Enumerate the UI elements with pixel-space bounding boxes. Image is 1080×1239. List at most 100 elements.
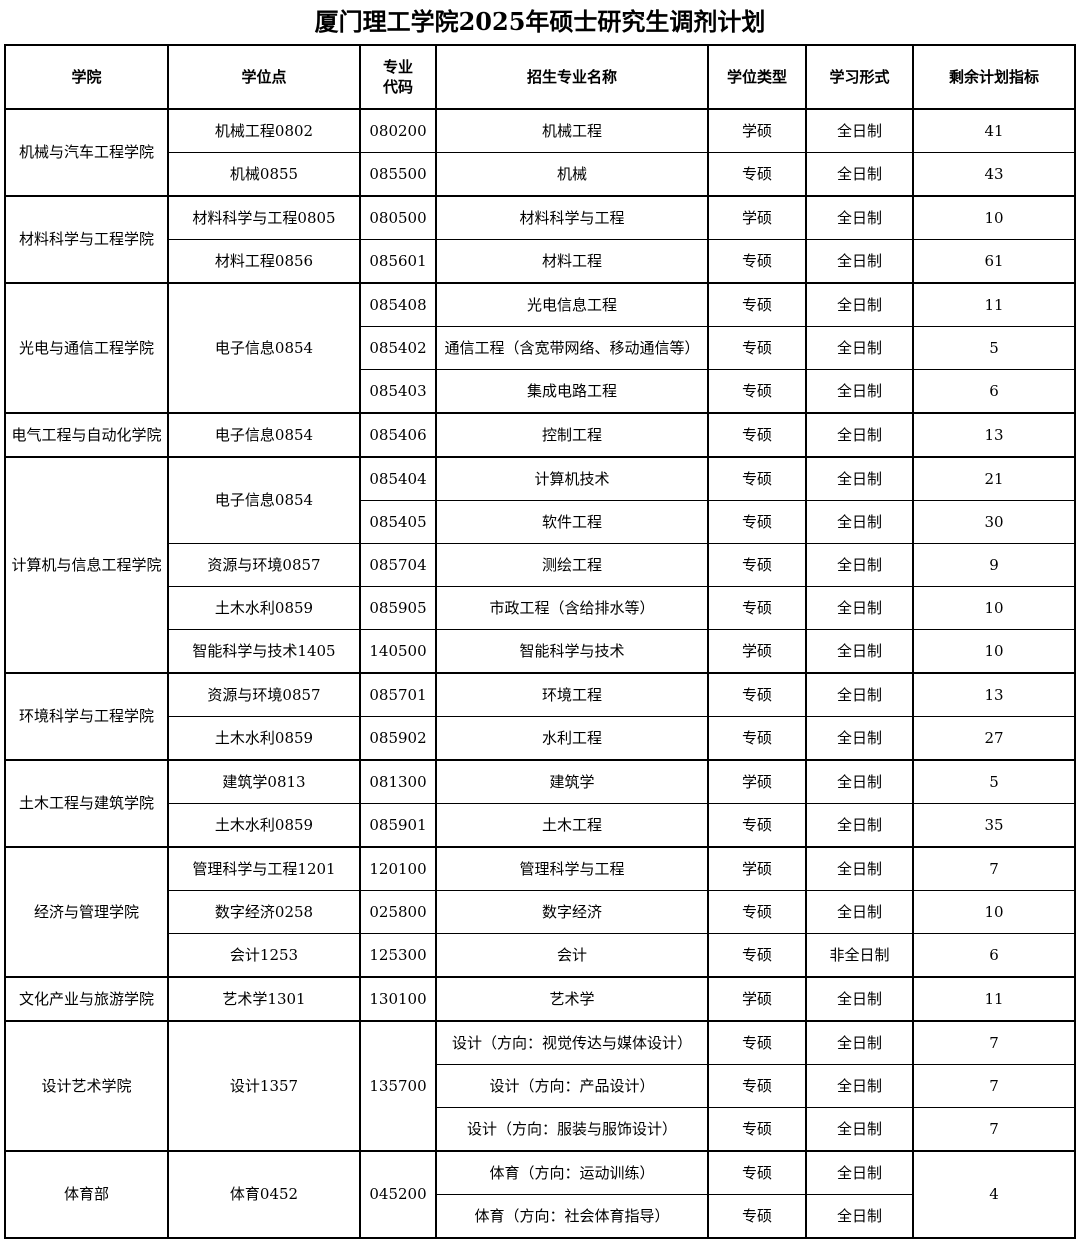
study-form-cell: 全日制 [805,281,914,327]
college-cell: 环境科学与工程学院 [4,671,169,761]
degree-point-cell: 智能科学与技术1405 [167,628,361,674]
major-name-cell: 艺术学 [435,975,709,1022]
table-row: 经济与管理学院 管理科学与工程1201 120100 管理科学与工程 学硕 全日制 7 [4,845,1076,978]
table-row: 土木水利0859 085901 土木工程 专硕 全日制 35 [5,802,1076,848]
major-code-cell: 085701 [359,671,437,717]
major-name-cell: 智能科学与技术 [435,628,709,674]
major-name-cell: 材料科学与工程 [435,194,709,240]
degree-point-cell: 建筑学0813 [167,758,361,804]
major-name-cell: 管理科学与工程 [435,845,709,891]
major-name-cell: 建筑学 [435,758,709,804]
college-cell: 电气工程与自动化学院 [4,411,169,458]
degree-type-cell: 学硕 [707,845,807,891]
degree-type-cell: 专硕 [707,1149,807,1195]
degree-point-cell: 设计1357 [167,1019,361,1152]
degree-type-cell: 专硕 [707,1106,807,1152]
degree-type-cell: 学硕 [707,194,807,240]
degree-type-cell: 专硕 [707,671,807,717]
major-code-cell: 135700 [359,1019,437,1152]
major-name-cell: 设计（方向：产品设计） [435,1063,709,1108]
table-row: 设计（方向：产品设计） 专硕 全日制 7 [5,1063,1076,1108]
quota-cell: 7 [912,1063,1076,1108]
major-code-cell: 085704 [359,542,437,587]
study-form-cell: 非全日制 [805,932,914,978]
major-name-cell: 环境工程 [435,671,709,717]
degree-type-cell: 专硕 [707,455,807,501]
quota-cell: 27 [912,715,1076,761]
table-row: 资源与环境0857 085704 测绘工程 专硕 全日制 9 [5,542,1076,587]
degree-point-cell: 土木水利0859 [167,585,361,630]
quota-cell: 10 [912,628,1076,674]
major-name-cell: 机械 [435,151,709,197]
degree-point-cell: 电子信息0854 [167,281,361,414]
degree-type-cell: 专硕 [707,889,807,934]
study-form-cell: 全日制 [805,1019,914,1065]
major-name-cell: 软件工程 [435,499,709,544]
major-code-cell: 085408 [359,281,437,327]
degree-point-cell: 机械0855 [167,151,361,197]
table-row: 电气工程与自动化学院 电子信息0854 085406 控制工程 专硕 全日制 13 [4,411,1076,458]
college-cell: 机械与汽车工程学院 [4,107,169,197]
table-row: 土木水利0859 085902 水利工程 专硕 全日制 27 [5,715,1076,761]
degree-point-cell: 电子信息0854 [167,455,361,544]
major-code-cell: 085403 [359,368,437,414]
degree-point-cell: 数字经济0258 [167,889,361,934]
degree-point-cell: 材料科学与工程0805 [167,194,361,240]
quota-cell: 10 [912,585,1076,630]
table-row: 光电与通信工程学院 电子信息0854 085408 光电信息工程 专硕 全日制 11 [4,281,1076,414]
quota-cell: 10 [912,194,1076,240]
degree-type-cell: 专硕 [707,1063,807,1108]
major-name-cell: 控制工程 [435,411,709,458]
quota-cell: 30 [912,499,1076,544]
college-cell: 经济与管理学院 [4,845,169,978]
quota-cell: 9 [912,542,1076,587]
major-name-cell: 水利工程 [435,715,709,761]
degree-type-cell: 专硕 [707,1019,807,1065]
college-cell: 光电与通信工程学院 [4,281,169,414]
major-name-cell: 设计（方向：服装与服饰设计） [435,1106,709,1152]
table-row: 设计艺术学院 设计1357 135700 设计（方向：视觉传达与媒体设计） 专硕 全日制 7 [4,1019,1076,1152]
quota-cell: 11 [912,975,1076,1022]
study-form-cell: 全日制 [805,368,914,414]
quota-cell: 7 [912,845,1076,891]
study-form-cell: 全日制 [805,715,914,761]
degree-type-cell: 专硕 [707,368,807,414]
major-name-cell: 机械工程 [435,107,709,153]
study-form-cell: 全日制 [805,1063,914,1108]
major-name-cell: 材料工程 [435,238,709,284]
major-name-cell: 会计 [435,932,709,978]
major-code-cell: 085905 [359,585,437,630]
study-form-cell: 全日制 [805,845,914,891]
degree-point-cell: 管理科学与工程1201 [167,845,361,891]
major-code-cell: 085901 [359,802,437,848]
major-name-cell: 市政工程（含给排水等） [435,585,709,630]
degree-type-cell: 专硕 [707,802,807,848]
degree-type-cell: 学硕 [707,107,807,153]
study-form-cell: 全日制 [805,1106,914,1152]
major-code-cell: 085500 [359,151,437,197]
major-code-cell: 081300 [359,758,437,804]
major-name-cell: 设计（方向：视觉传达与媒体设计） [435,1019,709,1065]
degree-point-cell: 艺术学1301 [167,975,361,1022]
table-row: 智能科学与技术1405 140500 智能科学与技术 学硕 全日制 10 [5,628,1076,674]
degree-type-cell: 学硕 [707,758,807,804]
table-row: 体育部 体育0452 045200 体育（方向：运动训练） 专硕 全日制 4 [4,1149,1076,1239]
quota-cell: 13 [912,671,1076,717]
study-form-cell: 全日制 [805,889,914,934]
degree-type-cell: 专硕 [707,151,807,197]
study-form-cell: 全日制 [805,194,914,240]
degree-type-cell: 专硕 [707,585,807,630]
college-cell: 计算机与信息工程学院 [4,455,169,674]
page-title: 厦门理工学院2025年硕士研究生调剂计划 [314,7,766,36]
quota-cell: 35 [912,802,1076,848]
major-name-cell: 通信工程（含宽带网络、移动通信等） [435,325,709,370]
degree-type-cell: 专硕 [707,542,807,587]
transfer-plan-table: 学院 学位点 专业 代码 招生专业名称 学位类型 学习形式 剩余计划指标 机械与… [4,43,1076,1239]
degree-point-cell: 资源与环境0857 [167,671,361,717]
degree-point-cell: 体育0452 [167,1149,361,1239]
quota-cell: 6 [912,932,1076,978]
major-code-cell: 140500 [359,628,437,674]
degree-type-cell: 专硕 [707,238,807,284]
table-row: 材料工程0856 085601 材料工程 专硕 全日制 61 [5,238,1076,284]
header-row: 学院 学位点 专业 代码 招生专业名称 学位类型 学习形式 剩余计划指标 [4,43,1076,110]
